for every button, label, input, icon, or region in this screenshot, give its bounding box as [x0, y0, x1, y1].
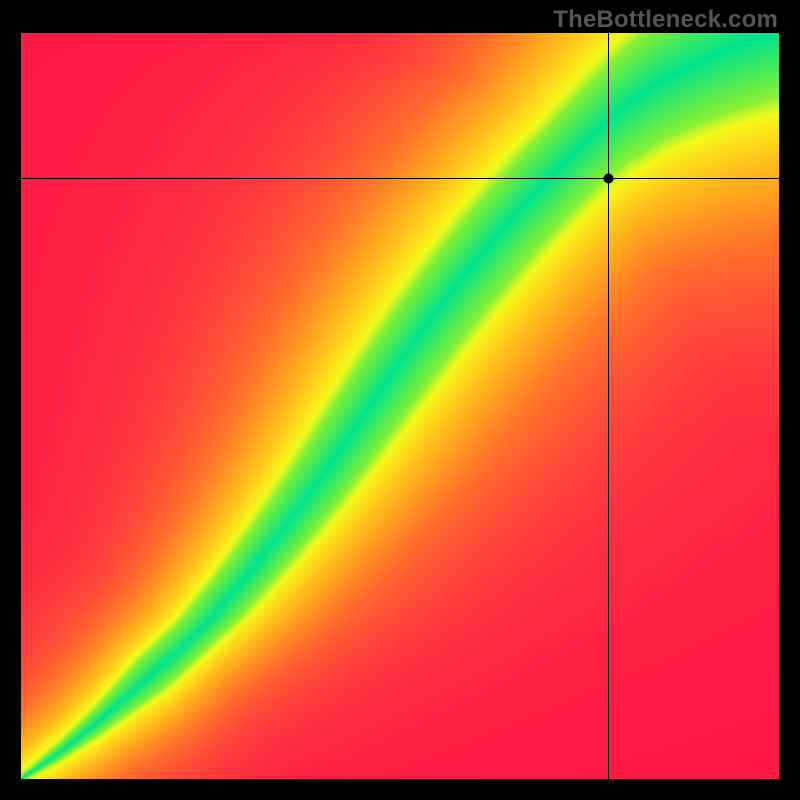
chart-container: { "watermark": { "text": "TheBottleneck.… [0, 0, 800, 800]
bottleneck-heatmap [21, 33, 779, 779]
watermark-text: TheBottleneck.com [553, 6, 778, 34]
